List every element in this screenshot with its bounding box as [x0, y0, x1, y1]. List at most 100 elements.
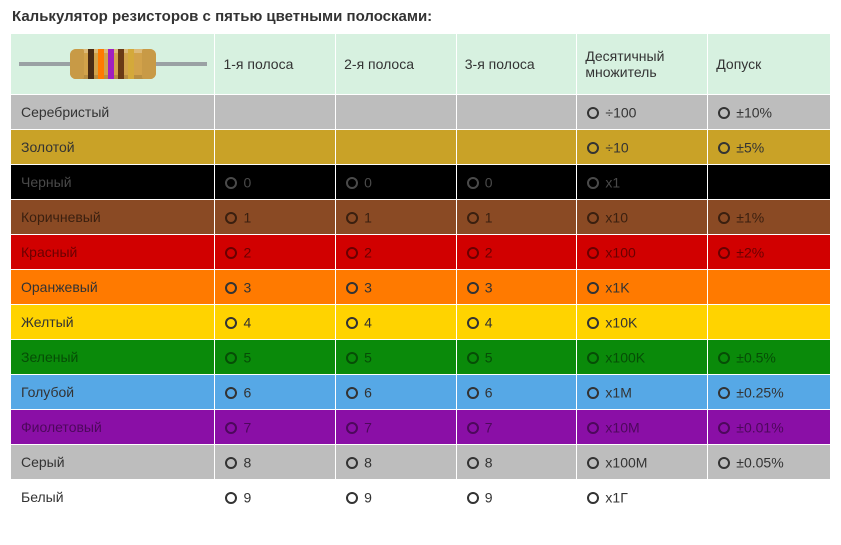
radio-option-band2[interactable]: 2: [336, 243, 456, 260]
radio-icon[interactable]: [467, 387, 479, 399]
radio-icon[interactable]: [346, 317, 358, 329]
radio-icon[interactable]: [225, 282, 237, 294]
radio-icon[interactable]: [587, 457, 599, 469]
radio-icon[interactable]: [587, 247, 599, 259]
radio-icon[interactable]: [225, 352, 237, 364]
radio-option-multiplier[interactable]: x100: [577, 243, 707, 260]
radio-icon[interactable]: [718, 142, 730, 154]
radio-icon[interactable]: [718, 352, 730, 364]
radio-icon[interactable]: [718, 247, 730, 259]
radio-icon[interactable]: [346, 177, 358, 189]
radio-icon[interactable]: [718, 107, 730, 119]
radio-option-band2[interactable]: 8: [336, 453, 456, 470]
radio-icon[interactable]: [718, 422, 730, 434]
radio-icon[interactable]: [587, 177, 599, 189]
radio-icon[interactable]: [718, 457, 730, 469]
radio-option-band3[interactable]: 4: [457, 313, 577, 330]
radio-option-tolerance[interactable]: ±0.25%: [708, 383, 830, 400]
radio-option-band2[interactable]: 9: [336, 488, 456, 505]
radio-icon[interactable]: [346, 422, 358, 434]
radio-icon[interactable]: [346, 282, 358, 294]
radio-option-multiplier[interactable]: ÷100: [577, 103, 707, 120]
radio-option-multiplier[interactable]: x1M: [577, 383, 707, 400]
radio-option-band3[interactable]: 3: [457, 278, 577, 295]
radio-icon[interactable]: [225, 492, 237, 504]
radio-option-band1[interactable]: 8: [215, 453, 335, 470]
radio-icon[interactable]: [587, 317, 599, 329]
radio-option-tolerance[interactable]: ±0.01%: [708, 418, 830, 435]
radio-icon[interactable]: [225, 422, 237, 434]
radio-icon[interactable]: [346, 352, 358, 364]
radio-icon[interactable]: [225, 387, 237, 399]
radio-icon[interactable]: [467, 317, 479, 329]
radio-option-band2[interactable]: 4: [336, 313, 456, 330]
radio-option-multiplier[interactable]: x10: [577, 208, 707, 225]
radio-option-band2[interactable]: 0: [336, 173, 456, 190]
radio-icon[interactable]: [467, 457, 479, 469]
radio-icon[interactable]: [346, 492, 358, 504]
radio-icon[interactable]: [587, 492, 599, 504]
radio-option-band2[interactable]: 6: [336, 383, 456, 400]
radio-option-tolerance[interactable]: ±0.05%: [708, 453, 830, 470]
radio-option-band3[interactable]: 8: [457, 453, 577, 470]
radio-option-band1[interactable]: 1: [215, 208, 335, 225]
radio-icon[interactable]: [587, 352, 599, 364]
radio-icon[interactable]: [346, 247, 358, 259]
radio-option-band2[interactable]: 7: [336, 418, 456, 435]
radio-option-multiplier[interactable]: x10K: [577, 313, 707, 330]
radio-option-band3[interactable]: 6: [457, 383, 577, 400]
radio-icon[interactable]: [718, 387, 730, 399]
radio-icon[interactable]: [225, 212, 237, 224]
radio-option-tolerance[interactable]: ±10%: [708, 103, 830, 120]
radio-option-tolerance[interactable]: ±1%: [708, 208, 830, 225]
radio-option-multiplier[interactable]: x100M: [577, 453, 707, 470]
radio-option-tolerance[interactable]: ±2%: [708, 243, 830, 260]
radio-icon[interactable]: [225, 247, 237, 259]
radio-icon[interactable]: [467, 352, 479, 364]
radio-icon[interactable]: [467, 422, 479, 434]
radio-option-band1[interactable]: 6: [215, 383, 335, 400]
radio-icon[interactable]: [346, 212, 358, 224]
radio-icon[interactable]: [587, 107, 599, 119]
radio-icon[interactable]: [225, 457, 237, 469]
radio-option-band1[interactable]: 0: [215, 173, 335, 190]
radio-icon[interactable]: [346, 387, 358, 399]
radio-option-multiplier[interactable]: x1Г: [577, 488, 707, 505]
radio-option-multiplier[interactable]: x1K: [577, 278, 707, 295]
radio-option-band1[interactable]: 4: [215, 313, 335, 330]
radio-option-band1[interactable]: 7: [215, 418, 335, 435]
radio-icon[interactable]: [587, 387, 599, 399]
radio-icon[interactable]: [467, 282, 479, 294]
radio-option-band1[interactable]: 3: [215, 278, 335, 295]
radio-option-multiplier[interactable]: ÷10: [577, 138, 707, 155]
radio-option-band1[interactable]: 9: [215, 488, 335, 505]
radio-icon[interactable]: [467, 247, 479, 259]
radio-icon[interactable]: [467, 492, 479, 504]
radio-option-multiplier[interactable]: x100K: [577, 348, 707, 365]
radio-option-band3[interactable]: 2: [457, 243, 577, 260]
radio-icon[interactable]: [346, 457, 358, 469]
radio-icon[interactable]: [587, 422, 599, 434]
radio-option-band2[interactable]: 3: [336, 278, 456, 295]
radio-icon[interactable]: [587, 142, 599, 154]
radio-option-tolerance[interactable]: ±0.5%: [708, 348, 830, 365]
radio-option-band2[interactable]: 5: [336, 348, 456, 365]
radio-icon[interactable]: [467, 212, 479, 224]
radio-option-band1[interactable]: 5: [215, 348, 335, 365]
radio-option-band3[interactable]: 1: [457, 208, 577, 225]
radio-option-tolerance[interactable]: ±5%: [708, 138, 830, 155]
radio-option-band3[interactable]: 5: [457, 348, 577, 365]
radio-option-multiplier[interactable]: x10M: [577, 418, 707, 435]
radio-icon[interactable]: [467, 177, 479, 189]
radio-icon[interactable]: [587, 282, 599, 294]
radio-option-band3[interactable]: 7: [457, 418, 577, 435]
radio-option-band3[interactable]: 9: [457, 488, 577, 505]
radio-icon[interactable]: [225, 177, 237, 189]
radio-icon[interactable]: [587, 212, 599, 224]
radio-option-band1[interactable]: 2: [215, 243, 335, 260]
radio-option-band2[interactable]: 1: [336, 208, 456, 225]
radio-icon[interactable]: [718, 212, 730, 224]
radio-option-band3[interactable]: 0: [457, 173, 577, 190]
radio-icon[interactable]: [225, 317, 237, 329]
radio-option-multiplier[interactable]: x1: [577, 173, 707, 190]
